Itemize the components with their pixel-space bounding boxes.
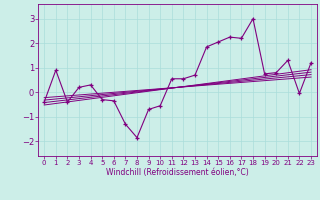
X-axis label: Windchill (Refroidissement éolien,°C): Windchill (Refroidissement éolien,°C): [106, 168, 249, 177]
